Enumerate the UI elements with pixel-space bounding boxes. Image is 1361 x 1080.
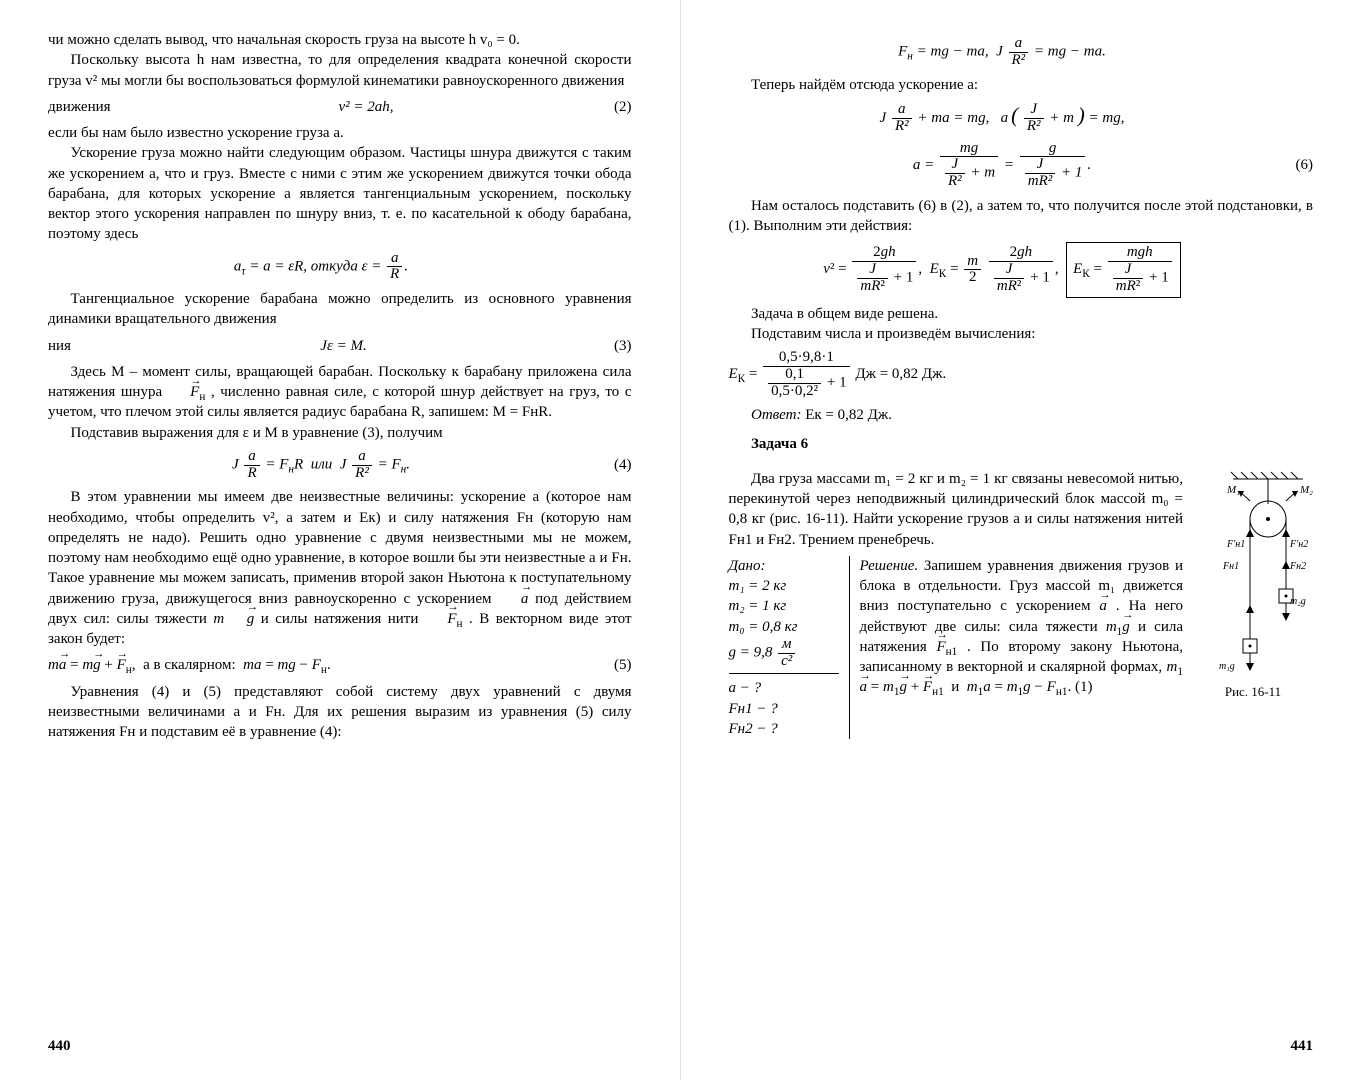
task6-title: Задача 6 [729, 434, 1314, 454]
given-solution-block: Дано: m₁ = 2 кг m₂ = 1 кг m₀ = 0,8 кг g … [729, 556, 1184, 739]
right-eq-big-body: v² = 2gh JmR² + 1 , EК = m2 2gh JmR² + 1… [729, 242, 1276, 297]
given-3: m₀ = 0,8 кг [729, 617, 839, 637]
right-p4: Подставим числа и произведём вычисления: [729, 324, 1314, 344]
given-label: Дано: [729, 556, 839, 576]
book-spread: чи можно сделать вывод, что начальная ск… [0, 0, 1361, 1080]
left-p2: Поскольку высота h нам известна, то для … [48, 50, 632, 91]
right-content: Fн = mg − ma, J aR² = mg − ma. Теперь на… [729, 30, 1314, 1060]
right-eq-numsub-body: EК = 0,5·9,8·1 0,10,5·0,2² + 1 Дж = 0,82… [729, 350, 1276, 399]
right-answer: Ответ: Eк = 0,82 Дж. [729, 405, 1314, 425]
left-p6: Здесь M – момент силы, вращающей барабан… [48, 362, 632, 423]
right-eq-top-body: Fн = mg − ma, J aR² = mg − ma. [729, 36, 1276, 69]
right-p1: Теперь найдём отсюда ускорение a: [729, 75, 1314, 95]
fig-label-Fn2l: Fн2 [1289, 561, 1306, 572]
right-p2: Нам осталось подставить (6) в (2), а зат… [729, 196, 1314, 237]
right-eq-top: Fн = mg − ma, J aR² = mg − ma. [729, 36, 1314, 69]
left-p8c: и силы натяжения нити [261, 611, 425, 627]
solution-column: Решение. Запишем уравнения движения груз… [860, 556, 1184, 739]
pulley-diagram-icon: M₁ M₂ F′н1 F′н2 Fн1 Fн2 [1193, 469, 1313, 679]
left-eq4-num: (4) [594, 455, 632, 475]
page-number-right: 441 [1291, 1036, 1314, 1056]
answer-value: Eк = 0,82 Дж. [805, 407, 892, 423]
left-p3: если бы нам было известно ускорение груз… [48, 123, 632, 143]
fig-label-m1g: m₁g [1219, 661, 1235, 672]
left-eq5-num: (5) [594, 655, 632, 675]
left-eq2: движения v² = 2ah, (2) [48, 97, 632, 117]
fig-label-m2g: m₂g [1290, 596, 1306, 607]
right-eq-a1-body: J aR² + ma = mg, a ( JR² + m ) = mg, [729, 101, 1276, 135]
left-p4: Ускорение груза можно найти следующим об… [48, 143, 632, 244]
left-eq2-body: v² = 2ah, [138, 97, 594, 117]
solution-text: Решение. Запишем уравнения движения груз… [860, 556, 1184, 698]
boxed-result: EК = mgh JmR² + 1 [1066, 242, 1181, 297]
figure-caption: Рис. 16-11 [1193, 683, 1313, 701]
left-eq3-num: (3) [594, 336, 632, 356]
left-eq4: J aR = FнR или J aR² = Fн. (4) [48, 449, 632, 482]
right-eq-a1: J aR² + ma = mg, a ( JR² + m ) = mg, [729, 101, 1314, 135]
given-1: m₁ = 2 кг [729, 576, 839, 596]
figure-16-11: M₁ M₂ F′н1 F′н2 Fн1 Fн2 [1193, 469, 1313, 701]
left-eq-eps: aτ = a = εR, откуда ε = aR. [48, 251, 632, 284]
left-p1: чи можно сделать вывод, что начальная ск… [48, 30, 632, 50]
left-p8a: В этом уравнении мы имеем две неизвестны… [48, 489, 632, 606]
fig-label-Fn2u: F′н2 [1289, 539, 1308, 550]
find-1: a − ? [729, 678, 839, 698]
left-eq2-num: (2) [594, 97, 632, 117]
left-content: чи можно сделать вывод, что начальная ск… [48, 30, 632, 1060]
fig-label-Fn1u: F′н1 [1226, 539, 1245, 550]
right-eq-a2-num: (6) [1276, 155, 1314, 175]
fig-label-M1: M₁ [1226, 484, 1240, 496]
given-4: g = 9,8 мс² [729, 637, 839, 670]
solution-label: Решение. [860, 558, 919, 574]
given-2: m₂ = 1 кг [729, 596, 839, 616]
right-eq-numsub: EК = 0,5·9,8·1 0,10,5·0,2² + 1 Дж = 0,82… [729, 350, 1314, 399]
given-column: Дано: m₁ = 2 кг m₂ = 1 кг m₀ = 0,8 кг g … [729, 556, 850, 739]
find-3: Fн2 − ? [729, 719, 839, 739]
left-p8: В этом уравнении мы имеем две неизвестны… [48, 487, 632, 649]
left-eq3: ния Jε = M. (3) [48, 336, 632, 356]
right-eq-big: v² = 2gh JmR² + 1 , EК = m2 2gh JmR² + 1… [729, 242, 1314, 297]
left-p7: Подставив выражения для ε и M в уравнени… [48, 423, 632, 443]
page-right: Fн = mg − ma, J aR² = mg − ma. Теперь на… [681, 0, 1361, 1080]
left-eq-eps-body: aτ = a = εR, откуда ε = aR. [48, 251, 594, 284]
fig-label-M2: M₂ [1299, 484, 1313, 496]
left-p5: Тангенциальное ускорение барабана можно … [48, 289, 632, 330]
find-2: Fн1 − ? [729, 699, 839, 719]
page-left: чи можно сделать вывод, что начальная ск… [0, 0, 681, 1080]
right-p3: Задача в общем виде решена. [729, 304, 1314, 324]
right-eq-a2: a = mg JR² + m = g JmR² + 1 . (6) [729, 141, 1314, 190]
page-number-left: 440 [48, 1036, 71, 1056]
left-eq5-body: ma = mg + Fн, а в скалярном: ma = mg − F… [48, 655, 594, 675]
answer-label: Ответ: [751, 407, 801, 423]
right-eq-a2-body: a = mg JR² + m = g JmR² + 1 . [729, 141, 1276, 190]
left-eq4-body: J aR = FнR или J aR² = Fн. [48, 449, 594, 482]
left-p9: Уравнения (4) и (5) представляют собой с… [48, 682, 632, 743]
left-eq3-body: Jε = M. [93, 336, 594, 356]
fig-label-Fn1l: Fн1 [1222, 561, 1239, 572]
left-eq5: ma = mg + Fн, а в скалярном: ma = mg − F… [48, 655, 632, 675]
